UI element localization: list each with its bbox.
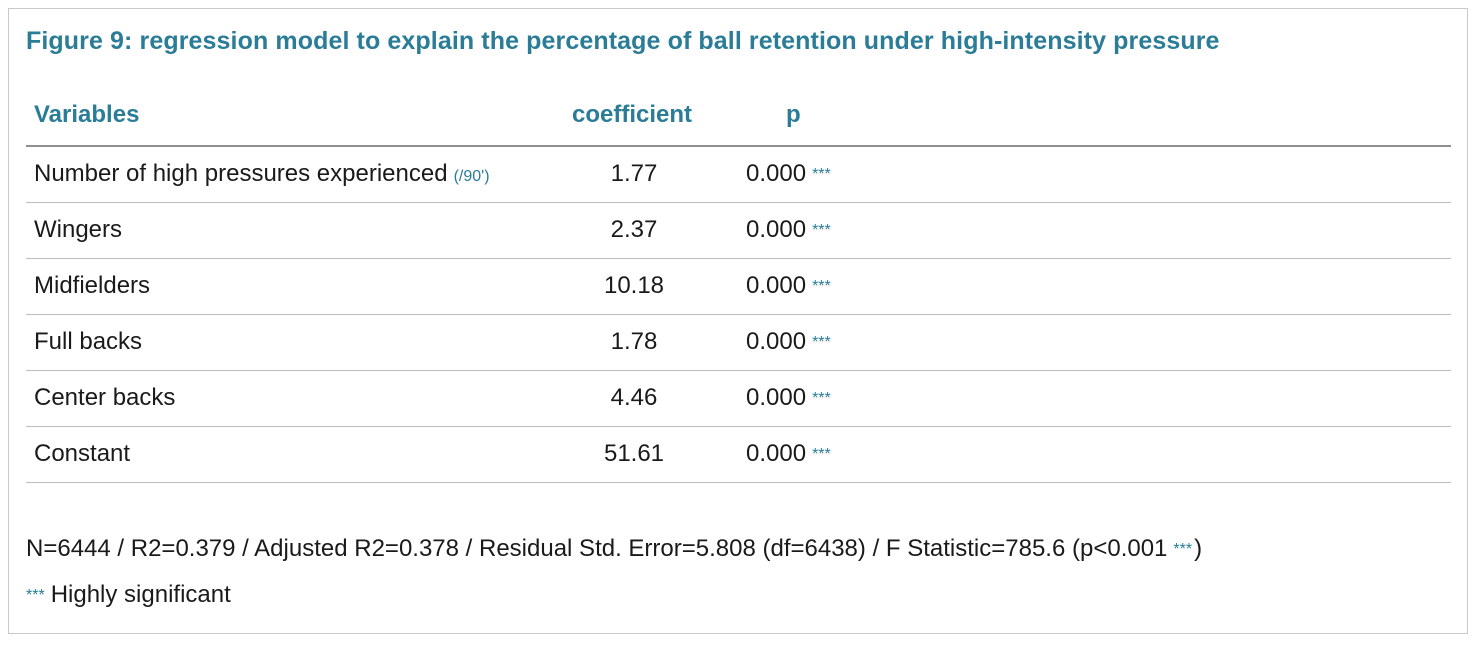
row-variable: Constant: [34, 440, 131, 467]
row-p-value: 0.000 ***: [746, 328, 831, 356]
p-value-text: 0.000: [746, 216, 807, 243]
model-statistics-text: N=6444 / R2=0.379 / Adjusted R2=0.378 / …: [26, 535, 1168, 562]
closing-paren: ): [1194, 535, 1203, 562]
row-coefficient: 51.61: [603, 440, 665, 467]
variable-label: Number of high pressures experienced: [34, 160, 448, 187]
table-row: Number of high pressures experienced (/90…: [26, 147, 1451, 203]
row-coefficient: 4.46: [610, 384, 658, 411]
row-variable: Number of high pressures experienced (/90…: [34, 160, 490, 188]
significance-stars: ***: [812, 334, 831, 351]
table-row: Constant 51.61 0.000 ***: [26, 427, 1451, 483]
table-row: Full backs 1.78 0.000 ***: [26, 315, 1451, 371]
figure-panel: Figure 9: regression model to explain th…: [8, 8, 1468, 634]
header-p: p: [786, 101, 801, 128]
header-variables: Variables: [34, 101, 140, 128]
row-variable: Wingers: [34, 216, 123, 243]
significance-stars: ***: [812, 390, 831, 407]
row-coefficient: 1.78: [610, 328, 658, 355]
p-value-text: 0.000: [746, 384, 807, 411]
row-coefficient: 10.18: [603, 272, 665, 299]
significance-stars: ***: [1173, 541, 1193, 558]
p-value-text: 0.000: [746, 440, 807, 467]
significance-stars: ***: [812, 446, 831, 463]
row-p-value: 0.000 ***: [746, 216, 831, 244]
p-value-text: 0.000: [746, 328, 807, 355]
significance-stars: ***: [812, 278, 831, 295]
header-coefficient: coefficient: [572, 101, 693, 128]
row-variable: Full backs: [34, 328, 143, 355]
row-p-value: 0.000 ***: [746, 272, 831, 300]
table-header: Variables coefficient p: [26, 93, 1451, 147]
row-variable: Center backs: [34, 384, 176, 411]
row-variable: Midfielders: [34, 272, 151, 299]
figure-title: Figure 9: regression model to explain th…: [26, 27, 1220, 55]
variable-unit: (/90'): [453, 168, 490, 185]
row-p-value: 0.000 ***: [746, 384, 831, 412]
table-row: Wingers 2.37 0.000 ***: [26, 203, 1451, 259]
regression-table: Variables coefficient p Number of high p…: [26, 93, 1451, 483]
table-row: Center backs 4.46 0.000 ***: [26, 371, 1451, 427]
table-row: Midfielders 10.18 0.000 ***: [26, 259, 1451, 315]
p-value-text: 0.000: [746, 272, 807, 299]
legend-stars: ***: [26, 587, 45, 604]
row-coefficient: 2.37: [610, 216, 658, 243]
p-value-text: 0.000: [746, 160, 807, 187]
significance-stars: ***: [812, 166, 831, 183]
row-p-value: 0.000 ***: [746, 440, 831, 468]
row-p-value: 0.000 ***: [746, 160, 831, 188]
significance-legend: *** Highly significant: [26, 581, 231, 609]
legend-text: Highly significant: [50, 581, 231, 608]
significance-stars: ***: [812, 222, 831, 239]
model-statistics-note: N=6444 / R2=0.379 / Adjusted R2=0.378 / …: [26, 535, 1202, 563]
row-coefficient: 1.77: [610, 160, 658, 187]
